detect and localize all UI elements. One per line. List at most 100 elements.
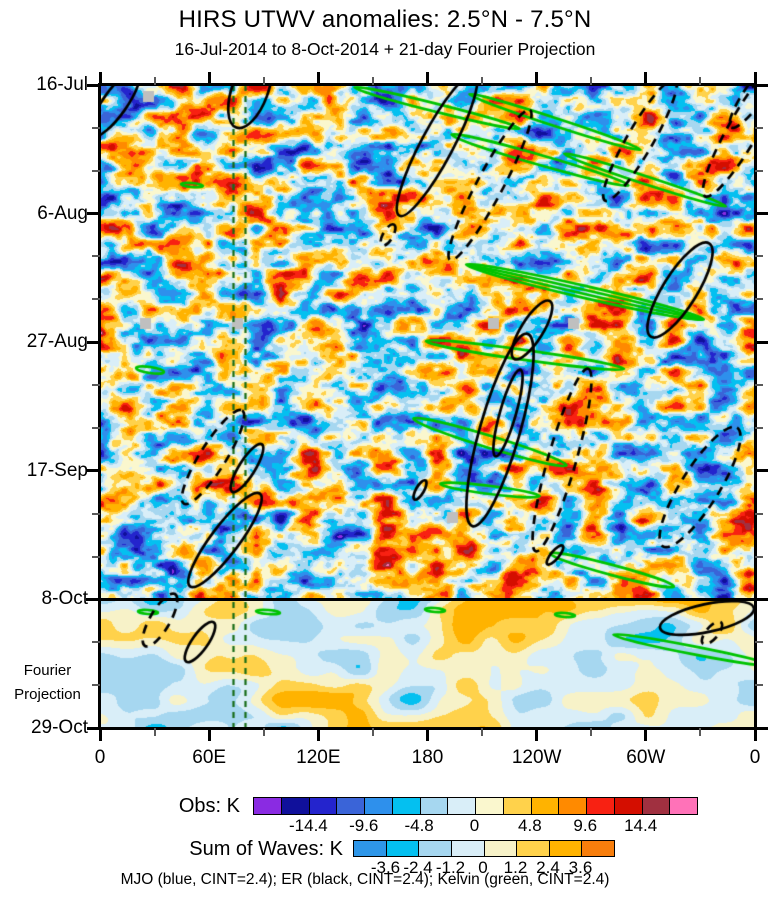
colorbar-segment	[354, 841, 387, 856]
y-axis-minor-tick-right	[755, 426, 763, 429]
x-axis-tick-label: 0	[94, 747, 106, 768]
colorbar-tick-label: 1.2	[503, 858, 528, 877]
colorbar-segment	[642, 798, 671, 814]
colorbar-segment	[365, 798, 393, 814]
y-axis-tick-right	[755, 340, 768, 344]
y-axis-minor-tick-left	[92, 384, 100, 387]
heatmap-canvas	[100, 85, 755, 728]
x-axis-tick-top	[644, 72, 648, 85]
colorbar-segment	[670, 798, 697, 814]
y-axis-minor-tick-right	[755, 126, 763, 129]
x-axis-minor-tick-top	[262, 77, 265, 85]
colorbar-tick-label: 14.4	[624, 816, 658, 835]
colorbar-segment	[337, 798, 365, 814]
x-axis-minor-tick-bottom	[153, 728, 156, 736]
y-axis-tick-left	[87, 212, 100, 216]
x-axis-tick-bottom	[426, 728, 429, 741]
y-axis-minor-tick-right	[755, 512, 763, 515]
colorbar-segment	[484, 841, 518, 856]
colorbar-tick-label: -1.2	[435, 858, 466, 877]
colorbar-segment	[451, 841, 485, 856]
y-axis-tick-label: 27-Aug	[26, 331, 88, 353]
colorbar-tick-label: 4.8	[518, 816, 542, 835]
y-axis-minor-tick-left	[92, 512, 100, 515]
fourier-projection-label-line1: Fourier	[23, 662, 72, 679]
waves-colorbar	[353, 840, 615, 857]
y-axis-tick-label: 6-Aug	[37, 202, 88, 224]
x-axis-tick-bottom	[753, 728, 757, 741]
waves-colorbar-label: Sum of Waves: K	[189, 838, 343, 860]
x-axis-tick-top	[753, 72, 757, 85]
y-axis-minor-tick-left	[92, 426, 100, 429]
y-axis-minor-tick-left	[92, 641, 100, 644]
x-axis-tick-top	[207, 72, 211, 85]
x-axis-tick-label: 120E	[296, 747, 341, 768]
colorbar-segment	[419, 841, 452, 856]
x-axis-tick-bottom	[207, 728, 211, 741]
obs-projection-divider	[86, 598, 768, 601]
x-axis-minor-tick-bottom	[590, 728, 593, 736]
x-axis-minor-tick-top	[481, 77, 484, 85]
x-axis-minor-tick-bottom	[262, 728, 265, 736]
colorbar-segment	[559, 798, 587, 814]
colorbar-segment	[392, 798, 421, 814]
y-axis-tick-left	[87, 469, 100, 473]
y-axis-minor-tick-right	[755, 384, 763, 387]
y-axis-minor-tick-left	[92, 684, 100, 687]
obs-colorbar-label: Obs: K	[178, 795, 240, 817]
fourier-projection-label-line2: Projection	[14, 686, 81, 703]
x-axis-tick-label: 60E	[192, 747, 227, 768]
y-axis-tick-right	[755, 83, 768, 87]
y-axis-tick-label: 16-Jul	[36, 74, 88, 95]
x-axis-tick-top	[98, 72, 102, 85]
x-axis-tick-top	[316, 72, 320, 85]
colorbar-segment	[549, 841, 583, 856]
x-axis-tick-bottom	[316, 728, 320, 741]
colorbar-tick-label: -2.4	[403, 858, 433, 877]
colorbar-segment	[582, 841, 614, 856]
y-axis-tick-left	[87, 340, 100, 344]
colorbar-segment	[386, 841, 420, 856]
y-axis-minor-tick-right	[755, 684, 763, 687]
y-axis-minor-tick-right	[755, 169, 763, 172]
colorbar-segment	[254, 798, 282, 814]
colorbar-tick-label: -4.8	[404, 816, 434, 835]
colorbar-tick-label: 0	[469, 816, 480, 835]
y-axis-tick-right	[755, 726, 768, 730]
x-axis-tick-bottom	[98, 728, 102, 741]
x-axis-minor-tick-top	[153, 77, 156, 85]
x-axis-tick-bottom	[535, 728, 539, 741]
x-axis-tick-label: 60W	[626, 747, 666, 768]
y-axis-tick-left	[87, 726, 100, 730]
x-axis-minor-tick-bottom	[481, 728, 484, 736]
y-axis-tick-right	[755, 212, 768, 216]
colorbar-segment	[587, 798, 615, 814]
colorbar-segment	[281, 798, 310, 814]
colorbar-tick-label: 3.6	[568, 858, 593, 877]
colorbar-segment	[448, 798, 476, 814]
x-axis-minor-tick-bottom	[371, 728, 374, 736]
x-axis-tick-label: 120W	[511, 747, 562, 768]
y-axis-minor-tick-left	[92, 255, 100, 258]
x-axis-tick-top	[426, 72, 429, 85]
colorbar-segment	[309, 798, 338, 814]
y-axis-tick-label: 8-Oct	[41, 588, 88, 610]
colorbar-tick-label: 9.6	[573, 816, 598, 835]
y-axis-minor-tick-right	[755, 641, 763, 644]
colorbar-tick-label: 2.4	[536, 858, 560, 877]
x-axis-tick-label: 180	[411, 747, 444, 768]
y-axis-minor-tick-right	[755, 555, 763, 558]
x-axis-tick-label: 0	[749, 747, 761, 768]
y-axis-minor-tick-left	[92, 169, 100, 172]
colorbar-segment	[517, 841, 550, 856]
colorbar-tick-label: -9.6	[349, 816, 379, 835]
y-axis-minor-tick-left	[92, 126, 100, 129]
colorbar-tick-label: -14.4	[289, 816, 328, 835]
x-axis-minor-tick-top	[590, 77, 593, 85]
y-axis-minor-tick-left	[92, 555, 100, 558]
colorbar-tick-label: -3.6	[370, 858, 401, 877]
x-axis-minor-tick-bottom	[699, 728, 702, 736]
colorbar-segment	[503, 798, 532, 814]
y-axis-minor-tick-right	[755, 255, 763, 258]
chart-subtitle: 16-Jul-2014 to 8-Oct-2014 + 21-day Fouri…	[174, 39, 596, 59]
